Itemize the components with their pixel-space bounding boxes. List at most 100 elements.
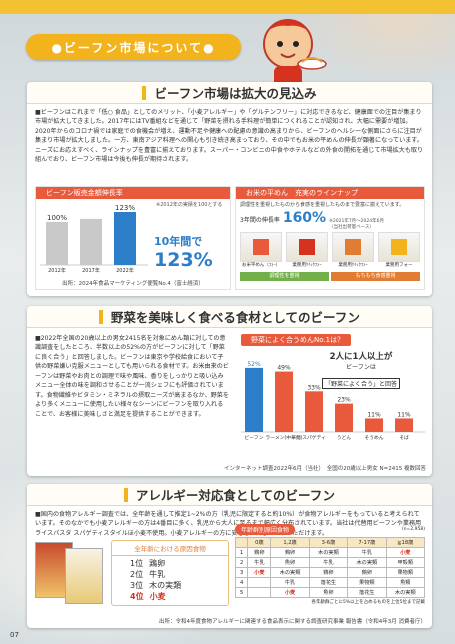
product-pack: お米平めん（ﾌｫｰ） [240,232,282,268]
table-cell: 2 [234,557,249,568]
table-cell: 甲殻類 [385,557,426,568]
noodle-chart-source: インターネット調査2022年6月（当社） 全国の20歳以上男女 N=2415 複… [224,466,426,472]
noodle-callout: 2人に1人以上が ビーフンは 「野菜によく合う」と回答 [301,350,421,390]
rank-row: 1位 鶏卵 [130,559,166,568]
rank-row: 3位 木の実類 [130,581,182,590]
allergy-source: 出所：令和4年度食物アレルギーに関連する食品表示に関する調査研究事業 報告書（令… [159,619,426,625]
table-cell: 魚類 [385,577,426,588]
table-cell: 牛乳 [308,557,349,568]
table-cell: 木の実類 [308,547,349,558]
table-header-cell: 3-6歳 [308,537,349,548]
bar-2 [114,212,136,265]
tick-label-3: うどん [337,434,352,441]
bar-1 [80,218,102,265]
noodle-chart-title: 野菜によく合うめんNo.1は？ [241,334,351,346]
table-header-row: 0歳 1,2歳 3-6歳 7-17歳 ≧18歳 [234,537,426,548]
top-accent-bar [0,0,455,14]
table-cell: 鶏卵 [270,547,310,558]
bar-0 [46,221,68,265]
bar-5 [395,418,413,432]
tick-label-0: ビーフン [245,434,264,441]
table-row: 5 小麦 魚卵 落花生 木の実類 [234,587,426,598]
lineup-growth-note: ※2021年7月～2024年6月（当社出荷量ベース） [329,219,384,230]
table-cell: 鶏卵 [347,567,387,578]
growth-callout: 10年間で 123% [154,233,213,271]
tick-label-1: 2017年 [82,267,100,274]
table-header-cell [234,537,249,548]
lineup-note: 調理性を重視したものから食感を重視したものまで豊富に揃えています。 [240,202,405,208]
sales-growth-panel: ビーフン販売金額伸長率 ※2012年の実績を100とする 2012年 100% 20… [35,186,231,290]
data-label-4: 11% [367,411,381,418]
table-cell: 1 [234,547,249,558]
product-pack: 業務用フォー [378,232,420,268]
table-header-cell: ≧18歳 [385,537,426,548]
table-cell: 小麦 [247,567,272,578]
table-cell: 魚卵 [308,587,349,598]
table-cell: 木の実類 [385,587,426,598]
sales-chart-source: 出所：2024年食品マーケティング便覧No.4（富士経済） [62,281,204,287]
rank-row-highlight: 4位 小麦 [130,592,166,601]
bar-4 [365,418,383,432]
table-cell: 落花生 [347,587,387,598]
data-label-0: 52% [247,361,261,368]
allergy-body-text: ■国内の食物アレルギー調査では、全年齢を通して推定1~2%の方（乳児に限定すると… [35,511,422,537]
tick-label-2: スパゲティ [302,434,326,441]
product-pack: 業務用ｸｲｯｸﾌｫｰ [332,232,374,268]
allergy-card-title: アレルギー対応食としてのビーフン [135,488,336,503]
table-cell: 小麦 [385,547,426,558]
ranking-title: 全年齢における原因食物 [112,541,228,556]
bar-3 [335,403,353,432]
bar-2 [305,391,323,432]
table-cell: 木の実類 [347,557,387,568]
table-row: 4 牛乳 落花生 果物類 魚類 [234,577,426,588]
table-cell: 鶏卵 [308,567,349,578]
allergy-card-header: アレルギー対応食としてのビーフン [27,484,432,506]
data-label-5: 11% [397,411,411,418]
bar-1 [275,371,293,432]
market-card-title: ビーフン市場は拡大の見込み [154,86,317,101]
vegetable-card: 野菜を美味しく食べる食材としてのビーフン ■2022年全国の20歳以上の男女24… [27,306,432,476]
table-cell: 果物類 [385,567,426,578]
tick-label-4: そうめん [364,434,383,441]
tick-label-5: そば [399,434,409,441]
lineup-title: お米の平めん 充実のラインナップ [236,187,424,199]
data-label-2: 123% [115,204,135,212]
table-title: 年齢群別原因食物 [235,524,296,535]
table-row: 2 牛乳 魚卵 牛乳 木の実類 甲殻類 [234,557,426,568]
table-header-cell: 7-17歳 [347,537,387,548]
sales-chart-note: ※2012年の実績を100とする [156,202,223,208]
allergen-ranking: 全年齢における原因食物 1位 鶏卵 2位 牛乳 3位 木の実類 4位 小麦 [111,540,229,606]
sales-chart-title: ビーフン販売金額伸長率 [36,187,230,199]
section-label: ●ビーフン市場について● [26,34,241,60]
table-row: 3 小麦 木の実類 鶏卵 鶏卵 果物類 [234,567,426,578]
table-unit: (n=2,958) [401,527,425,532]
table-note: 各年齢群ごとに5%以上を占めるものを上位5位まで記載 [311,600,426,605]
data-label-0: 100% [47,214,67,222]
tick-label-1: ラーメン(中華麺) [265,434,302,441]
rank-row: 2位 牛乳 [130,570,166,579]
lineup-growth-label: 3年間の伸長率 [240,217,280,224]
growth-callout-value: 123% [154,249,213,271]
noodle-survey-chart: 52% ビーフン 49% ラーメン(中華麺) 33% スパゲティ 23% うどん 11% そうめん… [241,361,425,441]
product-row: お米平めん（ﾌｫｰ） 業務用ｸｲｯｸﾌｫｰ 業務用ｸｲｯｸﾌｫｰ 業務用フォー [236,230,424,270]
table-cell [247,577,272,588]
table-cell: 木の実類 [270,567,310,578]
page-number: 07 [10,631,19,639]
lineup-growth-value: 160% [282,210,327,226]
table-header-cell: 0歳 [247,537,272,548]
table-cell: 4 [234,577,249,588]
table-cell: 魚卵 [270,557,310,568]
legend-texture: もちもち食感重視 [331,272,420,281]
data-label-2: 33% [307,384,321,391]
growth-callout-label: 10年間で [154,235,203,248]
table-cell: 落花生 [308,577,349,588]
market-card: ビーフン市場は拡大の見込み ■ビーフンはこれまで「低○ 食品」としてのメリット、… [27,82,432,296]
tick-label-0: 2012年 [48,267,66,274]
table-header-cell: 1,2歳 [270,537,310,548]
table-cell: 果物類 [347,577,387,588]
sales-growth-chart: 2012年 100% 2017年 2022年 123% [40,204,148,274]
data-label-3: 23% [337,397,351,404]
table-cell: 牛乳 [347,547,387,558]
noodle-survey-panel: 野菜によく合うめんNo.1は？ 2人に1人以上が ビーフンは 「野菜によく合う」… [241,334,425,454]
data-label-1: 49% [277,365,291,372]
